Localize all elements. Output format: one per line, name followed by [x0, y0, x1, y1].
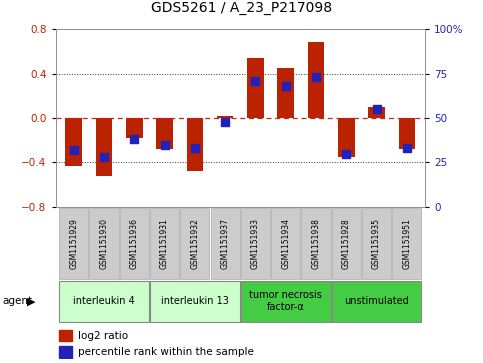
Bar [96, 118, 113, 176]
Bar [186, 118, 203, 171]
Text: agent: agent [2, 296, 32, 306]
Bar [126, 118, 142, 138]
Point [373, 106, 381, 112]
Text: interleukin 13: interleukin 13 [161, 296, 229, 306]
Text: GSM1151934: GSM1151934 [281, 218, 290, 269]
Bar [59, 208, 88, 279]
Bar [392, 208, 421, 279]
Text: GSM1151933: GSM1151933 [251, 218, 260, 269]
Bar [241, 208, 270, 279]
Bar [59, 330, 72, 341]
Text: GDS5261 / A_23_P217098: GDS5261 / A_23_P217098 [151, 0, 332, 15]
Point [70, 147, 78, 153]
Point [100, 154, 108, 160]
Bar [217, 116, 233, 118]
Text: interleukin 4: interleukin 4 [73, 296, 135, 306]
Text: GSM1151931: GSM1151931 [160, 218, 169, 269]
Text: GSM1151928: GSM1151928 [342, 218, 351, 269]
Bar [120, 208, 149, 279]
Point [312, 74, 320, 80]
Text: ▶: ▶ [27, 296, 35, 306]
Text: unstimulated: unstimulated [344, 296, 409, 306]
Text: GSM1151936: GSM1151936 [130, 218, 139, 269]
Point [221, 119, 229, 125]
Bar [241, 281, 330, 322]
Bar [59, 281, 149, 322]
Bar [156, 118, 173, 149]
Text: percentile rank within the sample: percentile rank within the sample [78, 347, 254, 357]
Bar [332, 281, 421, 322]
Point [191, 145, 199, 151]
Point [403, 145, 411, 151]
Text: GSM1151938: GSM1151938 [312, 218, 321, 269]
Text: log2 ratio: log2 ratio [78, 331, 128, 340]
Point [130, 136, 138, 142]
Point [252, 78, 259, 83]
Text: GSM1151932: GSM1151932 [190, 218, 199, 269]
Bar [180, 208, 210, 279]
Text: GSM1151935: GSM1151935 [372, 218, 381, 269]
Text: GSM1151937: GSM1151937 [221, 218, 229, 269]
Text: GSM1151951: GSM1151951 [402, 218, 412, 269]
Bar [338, 118, 355, 157]
Text: tumor necrosis
factor-α: tumor necrosis factor-α [249, 290, 322, 312]
Text: GSM1151930: GSM1151930 [99, 218, 109, 269]
Point [161, 142, 169, 147]
Text: GSM1151929: GSM1151929 [69, 218, 78, 269]
Point [282, 83, 290, 89]
Point [342, 151, 350, 156]
Bar [150, 208, 179, 279]
Bar [271, 208, 300, 279]
Bar [368, 107, 385, 118]
Bar [301, 208, 330, 279]
Bar [150, 281, 240, 322]
Bar [211, 208, 240, 279]
Bar [332, 208, 361, 279]
Bar [398, 118, 415, 149]
Bar [59, 346, 72, 358]
Bar [277, 68, 294, 118]
Bar [308, 42, 325, 118]
Bar [89, 208, 118, 279]
Bar [247, 58, 264, 118]
Bar [65, 118, 82, 166]
Bar [362, 208, 391, 279]
